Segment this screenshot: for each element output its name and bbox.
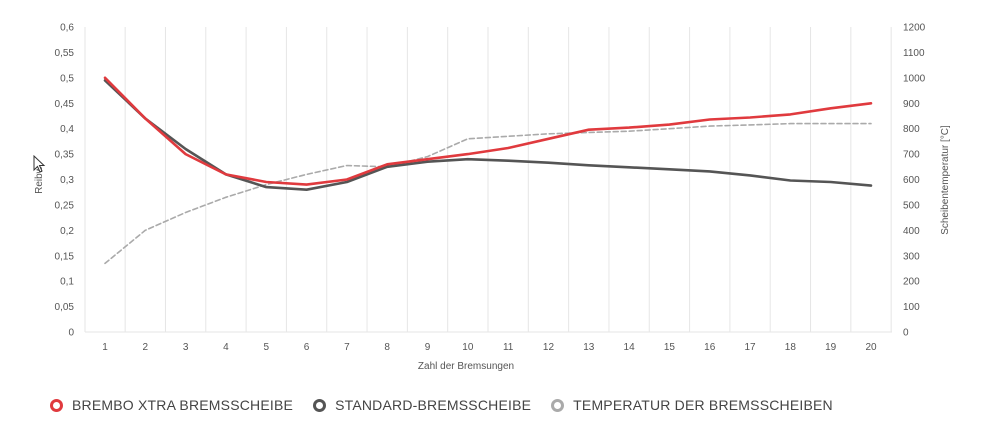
x-tick-label: 3 xyxy=(183,342,189,353)
y2-tick-label: 200 xyxy=(903,277,920,288)
y-tick-label: 0,15 xyxy=(55,251,75,262)
grid-lines xyxy=(84,27,892,333)
y2-tick-label: 900 xyxy=(903,99,920,110)
x-tick-label: 16 xyxy=(704,342,716,353)
y2-tick-label: 1100 xyxy=(903,48,925,59)
legend-label: BREMBO XTRA BREMSSCHEIBE xyxy=(72,397,294,413)
y-tick-label: 0,1 xyxy=(60,277,74,288)
x-tick-label: 10 xyxy=(462,342,474,353)
x-tick-label: 9 xyxy=(425,342,431,353)
legend: BREMBO XTRA BREMSSCHEIBE STANDARD-BREMSS… xyxy=(50,397,853,413)
x-tick-label: 8 xyxy=(384,342,390,353)
y2-tick-label: 0 xyxy=(903,328,909,339)
y-axis-title: Reibw xyxy=(34,165,45,194)
y2-axis-title: Scheibentemperatur [°C] xyxy=(940,125,951,235)
x-tick-label: 14 xyxy=(624,342,636,353)
series-lines xyxy=(103,76,873,265)
x-tick-label: 20 xyxy=(865,342,877,353)
x-tick-label: 15 xyxy=(664,342,676,353)
legend-ring-icon xyxy=(313,398,327,412)
left-axis-ticks: 0 0,05 0,1 0,15 0,2 0,25 0,3 0,35 0,4 0,45 0,5 0,55… xyxy=(55,23,75,339)
y2-tick-label: 100 xyxy=(903,302,920,313)
y2-tick-label: 700 xyxy=(903,150,920,161)
y-tick-label: 0,25 xyxy=(55,200,75,211)
x-tick-label: 6 xyxy=(304,342,310,353)
y2-tick-label: 1000 xyxy=(903,73,926,84)
x-tick-label: 12 xyxy=(543,342,555,353)
legend-ring-icon xyxy=(50,398,63,412)
x-tick-label: 2 xyxy=(143,342,149,353)
series-line-2 xyxy=(104,122,872,265)
x-tick-label: 13 xyxy=(583,342,595,353)
mouse-cursor-icon xyxy=(33,155,46,173)
x-tick-label: 19 xyxy=(825,342,837,353)
y-tick-label: 0,05 xyxy=(55,302,75,313)
legend-item-temperature: TEMPERATUR DER BREMSSCHEIBEN xyxy=(551,397,833,413)
y-tick-label: 0,4 xyxy=(60,124,74,135)
line-chart: 0 0,05 0,1 0,15 0,2 0,25 0,3 0,35 0,4 0,45 0,5 0,55… xyxy=(34,23,951,373)
x-axis-ticks: 1 2 3 4 5 6 7 8 9 10 11 12 13 14 15 16 17 18 19 20 xyxy=(102,342,877,353)
legend-ring-icon xyxy=(551,398,565,412)
y-tick-label: 0,55 xyxy=(55,48,75,59)
legend-item-brembo: BREMBO XTRA BREMSSCHEIBE xyxy=(50,397,293,413)
x-tick-label: 18 xyxy=(785,342,797,353)
y2-tick-label: 1200 xyxy=(903,23,926,34)
legend-label: TEMPERATUR DER BREMSSCHEIBEN xyxy=(573,397,833,413)
y-tick-label: 0,2 xyxy=(60,226,74,237)
x-axis-title: Zahl der Bremsungen xyxy=(418,361,514,372)
y2-tick-label: 600 xyxy=(903,175,920,186)
x-tick-label: 5 xyxy=(263,342,269,353)
legend-item-standard: STANDARD-BREMSSCHEIBE xyxy=(313,397,531,413)
y2-tick-label: 400 xyxy=(903,226,920,237)
x-tick-label: 1 xyxy=(102,342,108,353)
y-tick-label: 0,45 xyxy=(55,99,75,110)
y-tick-label: 0,3 xyxy=(60,175,74,186)
y-tick-label: 0,35 xyxy=(55,150,75,161)
y-tick-label: 0 xyxy=(68,328,74,339)
y2-tick-label: 300 xyxy=(903,251,920,262)
y-tick-label: 0,6 xyxy=(60,23,74,34)
right-axis-ticks: 0 100 200 300 400 500 600 700 800 900 1000 1100 1200 xyxy=(903,23,926,339)
legend-label: STANDARD-BREMSSCHEIBE xyxy=(335,397,532,413)
y2-tick-label: 500 xyxy=(903,200,920,211)
y-tick-label: 0,5 xyxy=(60,73,74,84)
y2-tick-label: 800 xyxy=(903,124,920,135)
series-line-0 xyxy=(103,76,873,186)
x-tick-label: 7 xyxy=(344,342,350,353)
x-tick-label: 11 xyxy=(503,342,514,353)
x-tick-label: 17 xyxy=(744,342,756,353)
x-tick-label: 4 xyxy=(223,342,229,353)
